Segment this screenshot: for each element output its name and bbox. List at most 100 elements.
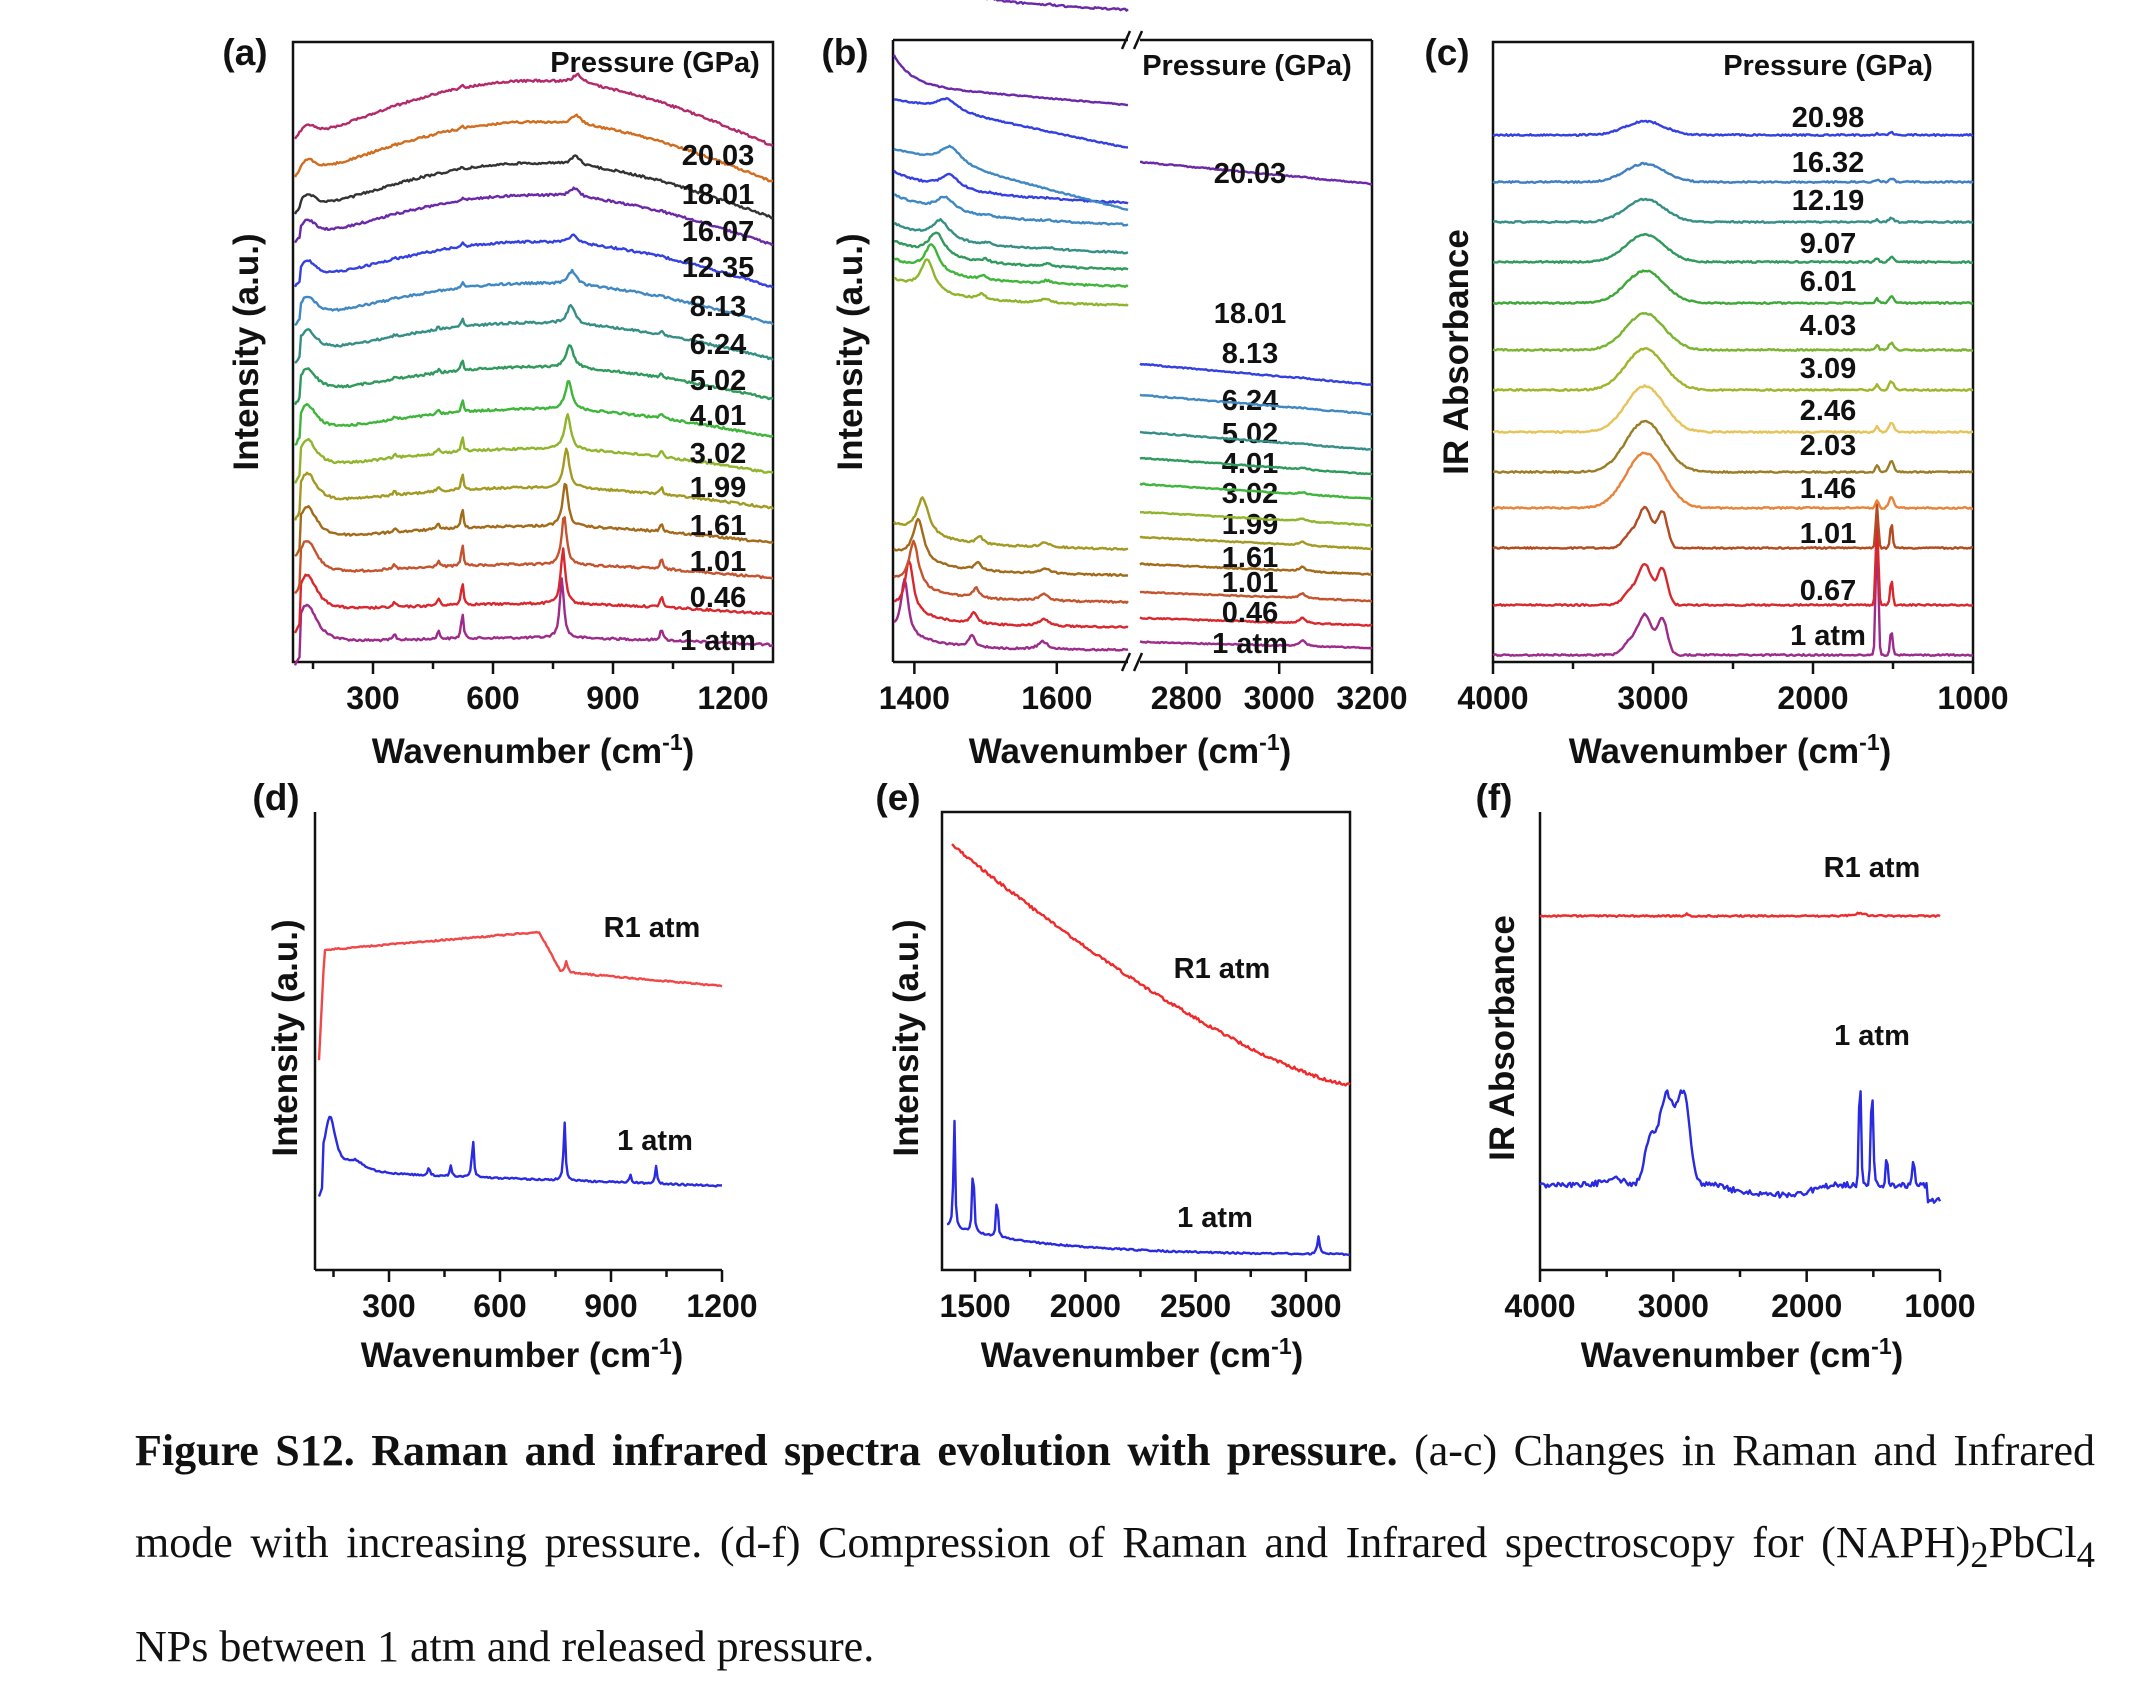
- x-tick-label: 2500: [1160, 1288, 1231, 1324]
- x-axis-title: Wavenumber (cm-1): [981, 1333, 1304, 1375]
- spectrum-trace: [293, 154, 774, 220]
- spectrum-trace: [893, 144, 1129, 212]
- y-axis-title: IR Absorbance: [1437, 229, 1476, 475]
- x-axis-title: Wavenumber (cm-1): [1569, 729, 1892, 771]
- spectrum-trace: [1493, 233, 1974, 264]
- series-label: 1.01: [1222, 567, 1278, 599]
- x-tick-label: 3000: [1638, 1288, 1709, 1324]
- x-tick-label: 1200: [686, 1288, 757, 1324]
- spectrum-trace: [293, 447, 774, 521]
- legend-title: Pressure (GPa): [550, 47, 760, 79]
- spectrum-trace: [1139, 362, 1373, 386]
- x-tick-label: 300: [346, 680, 399, 716]
- x-tick-label: 600: [473, 1288, 526, 1324]
- spectrum-trace: [1139, 510, 1372, 527]
- panel-label: (a): [222, 32, 267, 73]
- series-label: 2.46: [1800, 395, 1856, 427]
- spectrum-trace: [1539, 911, 1941, 918]
- plot-frame: [291, 40, 775, 664]
- legend-title: Pressure (GPa): [1723, 50, 1933, 82]
- x-tick-label: 3200: [1336, 680, 1407, 716]
- panel-label: (b): [821, 32, 868, 73]
- figure-panels: (a) Pressure (GPa) Intensity (a.u.) Wavenum…: [222, 0, 2009, 1375]
- legend-title: Pressure (GPa): [1142, 50, 1352, 82]
- spectrum-trace: [1139, 590, 1372, 603]
- spectrum-trace: [293, 577, 774, 666]
- spectrum-trace: [1139, 430, 1372, 451]
- spectrum-trace: [1492, 119, 1974, 137]
- series-label: 3.09: [1800, 353, 1856, 385]
- y-axis-title: Intensity (a.u.): [266, 919, 305, 1156]
- spectrum-trace: [294, 304, 774, 364]
- series-label: R1 atm: [1824, 852, 1921, 884]
- x-tick-label: 3000: [1244, 680, 1315, 716]
- spectrum-trace: [1492, 269, 1974, 305]
- x-tick-label: 3000: [1270, 1288, 1341, 1324]
- x-tick-label: 1500: [939, 1288, 1010, 1324]
- series-label: 6.01: [1800, 266, 1856, 298]
- spectrum-trace: [1139, 393, 1373, 416]
- x-tick-label: 900: [584, 1288, 637, 1324]
- spectrum-trace: [1492, 161, 1974, 184]
- spectrum-trace: [893, 539, 1129, 604]
- spectrum-trace: [893, 169, 1129, 205]
- spectrum-trace: [1492, 419, 1974, 474]
- series-label: 20.03: [682, 140, 755, 172]
- y-axis-title: IR Absorbance: [1483, 915, 1522, 1161]
- series-label: 1.01: [690, 546, 746, 578]
- series-label: 5.02: [690, 365, 746, 397]
- spectrum-trace: [294, 380, 774, 447]
- spectrum-trace: [294, 482, 774, 557]
- x-tick-label: 2000: [1777, 680, 1848, 716]
- series-label: 16.07: [682, 216, 755, 248]
- series-label: 18.01: [682, 179, 755, 211]
- spectrum-trace: [1139, 535, 1373, 551]
- spectrum-trace: [1492, 503, 1974, 550]
- spectrum-trace: [293, 113, 774, 183]
- x-tick-label: 1200: [697, 680, 768, 716]
- spectrum-trace: [1139, 160, 1373, 186]
- figure-caption: Figure S12. Raman and infrared spectra e…: [135, 1405, 2095, 1693]
- spectrum-trace: [294, 268, 774, 327]
- series-label: 0.46: [1222, 597, 1278, 629]
- x-tick-label: 2800: [1151, 680, 1222, 716]
- series-label: 1 atm: [1212, 628, 1288, 660]
- series-label: 8.13: [1222, 338, 1278, 370]
- series-label: 1.99: [1222, 509, 1278, 541]
- x-tick-label: 2000: [1771, 1288, 1842, 1324]
- x-tick-label: 1600: [1021, 680, 1092, 716]
- caption-subscript: 4: [2076, 1533, 2095, 1575]
- series-label: 1 atm: [1790, 620, 1866, 652]
- series-label: 6.24: [690, 329, 746, 361]
- series-label: 4.03: [1800, 310, 1856, 342]
- spectrum-trace: [893, 258, 1129, 307]
- series-label: 1.99: [690, 472, 746, 504]
- spectrum-trace: [317, 1115, 723, 1197]
- x-tick-label: 3000: [1617, 680, 1688, 716]
- series-label: 6.24: [1222, 385, 1278, 417]
- spectrum-trace: [317, 930, 723, 1061]
- spectrum-trace: [294, 516, 773, 595]
- panel-label: (d): [252, 777, 299, 818]
- spectrum-trace: [1492, 312, 1974, 352]
- series-label: 1.61: [1222, 542, 1278, 574]
- caption-subscript: 2: [1970, 1533, 1989, 1575]
- spectrum-trace: [293, 186, 774, 247]
- series-label: R1 atm: [1174, 953, 1271, 985]
- x-tick-label: 600: [466, 680, 519, 716]
- series-label: 12.19: [1792, 185, 1865, 217]
- spectrum-trace: [1492, 516, 1974, 607]
- spectrum-trace: [892, 54, 1129, 107]
- spectrum-trace: [893, 559, 1129, 629]
- spectrum-trace: [946, 1119, 1351, 1257]
- caption-text: (a-c) Changes in Raman and Infrared mode…: [135, 1426, 2095, 1567]
- spectrum-trace: [893, 243, 1129, 288]
- axis-break-mark: [1132, 30, 1144, 50]
- spectrum-trace: [893, 517, 1129, 577]
- spectrum-trace: [1492, 347, 1974, 392]
- series-label: 1 atm: [617, 1125, 693, 1157]
- spectrum-trace: [951, 843, 1351, 1087]
- x-tick-label: 300: [362, 1288, 415, 1324]
- x-tick-label: 1000: [1937, 680, 2008, 716]
- panel-label: (e): [875, 777, 920, 818]
